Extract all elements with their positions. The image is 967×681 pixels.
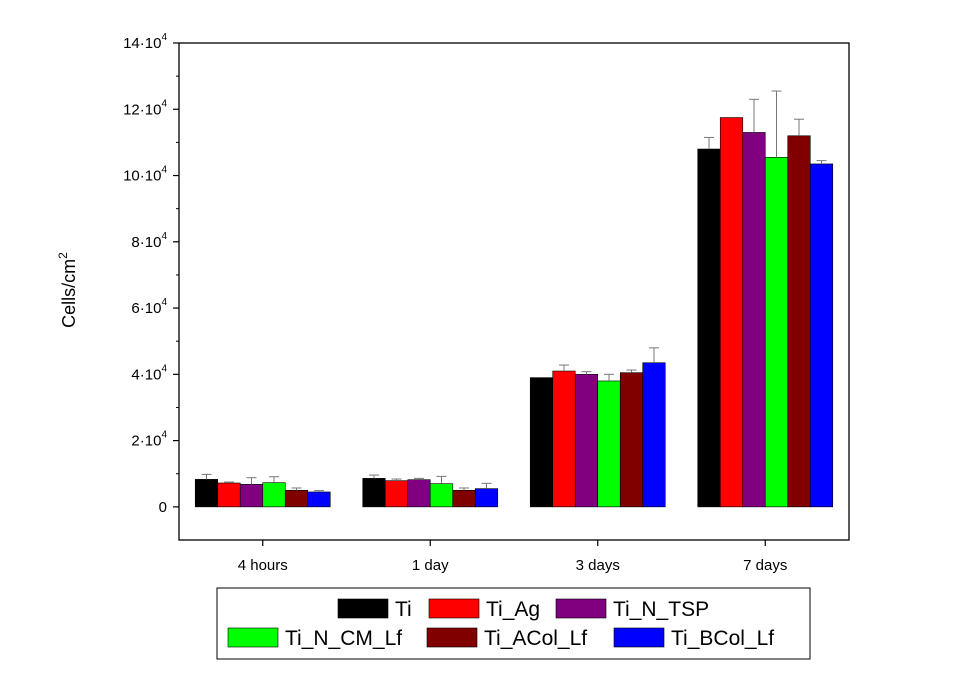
bar-ti-ag-1 bbox=[217, 482, 241, 508]
error-bar-ti-n-cm-lf-1 bbox=[269, 476, 279, 483]
bar-ti-ag-4 bbox=[719, 117, 744, 508]
bar-ti-acol-lf-3 bbox=[619, 372, 644, 508]
legend-item-ti-n-cm-lf: Ti_N_CM_Lf bbox=[227, 627, 402, 650]
bar-ti-3 bbox=[529, 377, 554, 508]
legend-label: Ti_N_TSP bbox=[613, 598, 709, 621]
bar-ti-n-tsp-3 bbox=[574, 374, 599, 508]
bar-ti-acol-lf-2 bbox=[452, 489, 476, 508]
error-bar-ti-n-tsp-2 bbox=[414, 477, 424, 480]
bar-ti-n-cm-lf-3 bbox=[597, 380, 621, 508]
bar-ti-4 bbox=[697, 148, 721, 508]
error-bar-ti-acol-lf-1 bbox=[291, 487, 302, 491]
x-axis-ticks: 4 hours 1 day 3 days 7 days bbox=[238, 540, 787, 574]
y-axis-ticks: 0 2·104 4·104 6·104 8·104 10·104 12·104 14·104 bbox=[123, 32, 179, 516]
legend-swatch bbox=[426, 627, 478, 648]
bar-ti-2 bbox=[362, 478, 386, 508]
x-tick-label: 7 days bbox=[743, 557, 787, 574]
y-tick-label: 4·104 bbox=[131, 363, 167, 383]
error-bar-ti-n-tsp-1 bbox=[246, 477, 257, 485]
error-bar-ti-bcol-lf-2 bbox=[481, 482, 492, 489]
legend-item-ti-n-tsp: Ti_N_TSP bbox=[555, 598, 709, 621]
error-bars-layer bbox=[201, 90, 827, 492]
bar-ti-bcol-lf-2 bbox=[474, 488, 499, 508]
error-bar-ti-ag-3 bbox=[559, 364, 569, 372]
legend-label: Ti_ACol_Lf bbox=[484, 627, 587, 650]
legend-swatch bbox=[227, 627, 279, 648]
error-bar-ti-ag-2 bbox=[391, 478, 402, 481]
error-bar-ti-bcol-lf-4 bbox=[816, 160, 827, 164]
error-bar-ti-1 bbox=[201, 473, 212, 480]
bar-ti-acol-lf-1 bbox=[284, 489, 309, 508]
y-tick-label: 14·104 bbox=[123, 32, 167, 52]
x-tick-label: 3 days bbox=[576, 557, 620, 574]
legend-label: Ti bbox=[395, 598, 412, 621]
bar-ti-n-cm-lf-1 bbox=[262, 482, 286, 508]
y-tick-label: 6·104 bbox=[131, 297, 167, 317]
bar-ti-n-tsp-1 bbox=[239, 484, 264, 508]
error-bar-ti-4 bbox=[704, 136, 714, 150]
legend-label: Ti_BCol_Lf bbox=[671, 627, 774, 650]
y-axis-title-text: Cells/cm2 bbox=[56, 252, 79, 328]
plot-frame bbox=[178, 42, 850, 541]
bar-ti-acol-lf-4 bbox=[787, 135, 811, 508]
bar-ti-bcol-lf-3 bbox=[642, 362, 666, 508]
legend-swatch bbox=[613, 627, 665, 648]
error-bar-ti-bcol-lf-1 bbox=[314, 490, 324, 492]
legend-box bbox=[216, 587, 811, 660]
legend-item-ti-bcol-lf: Ti_BCol_Lf bbox=[613, 627, 774, 650]
error-bar-ti-acol-lf-2 bbox=[459, 487, 469, 491]
y-tick-label: 8·104 bbox=[131, 231, 167, 251]
error-bar-ti-bcol-lf-3 bbox=[649, 347, 659, 363]
error-bar-ti-n-cm-lf-2 bbox=[436, 475, 447, 484]
legend-label: Ti_N_CM_Lf bbox=[285, 627, 402, 650]
bar-ti-ag-3 bbox=[552, 370, 576, 508]
x-tick-label: 1 day bbox=[412, 557, 449, 574]
bar-ti-bcol-lf-4 bbox=[809, 163, 834, 508]
error-bar-ti-ag-1 bbox=[224, 481, 234, 484]
error-bar-ti-n-cm-lf-3 bbox=[604, 373, 614, 381]
y-tick-label: 12·104 bbox=[123, 98, 167, 118]
y-tick-label: 0 bbox=[159, 499, 167, 516]
plot-border bbox=[178, 42, 850, 541]
bar-ti-n-cm-lf-2 bbox=[429, 483, 454, 508]
error-bar-ti-2 bbox=[369, 474, 379, 479]
y-tick-label: 10·104 bbox=[123, 165, 167, 185]
bar-ti-bcol-lf-1 bbox=[307, 491, 331, 508]
legend-swatch bbox=[428, 598, 480, 619]
x-tick-label: 4 hours bbox=[238, 557, 288, 574]
legend-swatch bbox=[337, 598, 389, 619]
error-bar-ti-acol-lf-3 bbox=[626, 369, 637, 373]
legend-item-ti: Ti bbox=[337, 598, 412, 621]
legend-item-ti-acol-lf: Ti_ACol_Lf bbox=[426, 627, 587, 650]
y-tick-label: 2·104 bbox=[131, 430, 167, 450]
error-bar-ti-n-cm-lf-4 bbox=[771, 90, 782, 158]
bar-ti-n-tsp-2 bbox=[407, 479, 431, 508]
y-axis-title: Cells/cm2 bbox=[56, 252, 79, 328]
error-bar-ti-n-tsp-3 bbox=[581, 371, 592, 375]
legend-item-ti-ag: Ti_Ag bbox=[428, 598, 540, 621]
bars-layer bbox=[194, 117, 834, 508]
bar-ti-1 bbox=[194, 479, 219, 508]
legend-label: Ti_Ag bbox=[486, 598, 540, 621]
error-bar-ti-n-tsp-4 bbox=[749, 98, 759, 133]
bar-ti-n-cm-lf-4 bbox=[764, 157, 789, 508]
legend: Ti Ti_Ag Ti_N_TSP Ti_N_CM_Lf Ti_ACol_Lf Ti_BC… bbox=[216, 587, 811, 660]
bar-ti-n-tsp-4 bbox=[742, 132, 766, 508]
error-bar-ti-acol-lf-4 bbox=[794, 118, 804, 136]
bar-ti-ag-2 bbox=[384, 480, 409, 508]
legend-swatch bbox=[555, 598, 607, 619]
